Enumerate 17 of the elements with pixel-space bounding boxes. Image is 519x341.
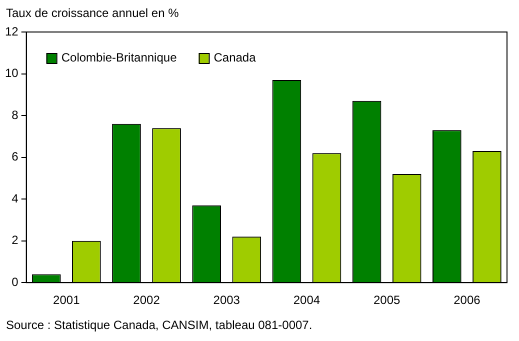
y-tick-label: 8 (12, 108, 19, 122)
x-tick-label: 2003 (213, 293, 240, 308)
y-tick-label: 4 (12, 191, 19, 206)
y-tick-label: 0 (12, 274, 19, 289)
y-axis-title: Taux de croissance annuel en % (6, 6, 179, 20)
x-tick-label: 2006 (454, 293, 481, 308)
x-tick-label: 2002 (133, 293, 160, 308)
x-tick-label: 2005 (373, 293, 401, 308)
legend-label: Canada (214, 50, 256, 64)
y-tick-label: 12 (4, 24, 19, 38)
x-tick-label: 2004 (293, 293, 320, 308)
x-tick-label: 2001 (53, 293, 80, 308)
y-tick-label: 10 (4, 66, 19, 80)
source-note: Source : Statistique Canada, CANSIM, tableau 081-0007. (6, 318, 312, 332)
y-tick-label: 6 (12, 150, 19, 164)
legend-label: Colombie-Britannique (61, 50, 178, 64)
y-tick-label: 2 (12, 233, 19, 248)
